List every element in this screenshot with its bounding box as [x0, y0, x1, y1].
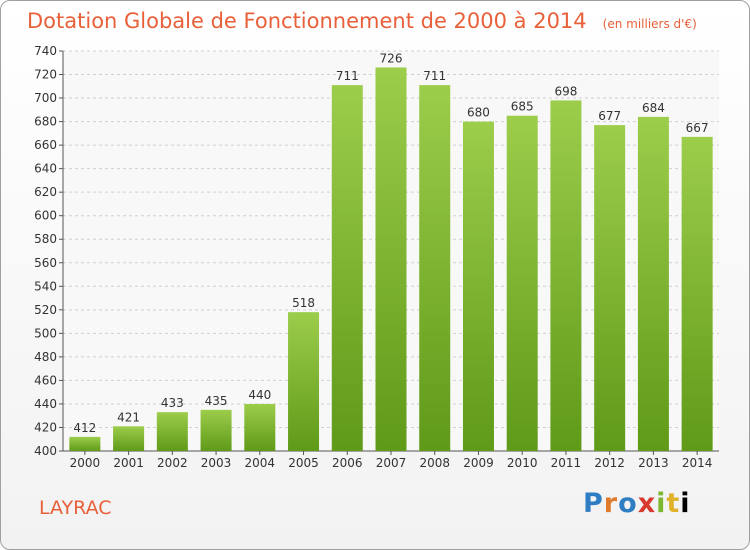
x-tick-label: 2009: [463, 456, 494, 470]
x-tick-label: 2013: [638, 456, 669, 470]
x-tick-label: 2010: [507, 456, 538, 470]
data-label: 518: [292, 296, 315, 310]
x-tick-label: 2014: [682, 456, 713, 470]
x-tick-label: 2006: [332, 456, 363, 470]
data-label: 711: [423, 69, 446, 83]
x-tick-label: 2002: [157, 456, 188, 470]
y-tick-label: 420: [34, 420, 57, 434]
bar: [200, 409, 232, 451]
data-label: 684: [642, 101, 665, 115]
data-label: 433: [161, 396, 184, 410]
x-tick-label: 2008: [419, 456, 450, 470]
data-label: 680: [467, 106, 490, 120]
bar: [156, 412, 188, 451]
x-tick-label: 2011: [551, 456, 582, 470]
proxiti-logo: Proxiti: [583, 488, 691, 519]
chart-title: Dotation Globale de Fonctionnement de 20…: [27, 9, 697, 33]
bar: [637, 116, 669, 451]
y-tick-label: 660: [34, 138, 57, 152]
y-tick-label: 720: [34, 68, 57, 82]
y-tick-label: 700: [34, 91, 57, 105]
bar: [288, 312, 320, 451]
data-label: 440: [248, 388, 271, 402]
bar: [594, 125, 626, 451]
y-tick-label: 740: [34, 44, 57, 58]
x-tick-label: 2004: [245, 456, 276, 470]
bar: [244, 403, 276, 451]
y-tick-label: 640: [34, 162, 57, 176]
x-tick-label: 2007: [376, 456, 407, 470]
y-tick-label: 600: [34, 209, 57, 223]
data-label: 711: [336, 69, 359, 83]
bar: [331, 85, 363, 451]
x-tick-label: 2001: [113, 456, 144, 470]
y-tick-label: 440: [34, 397, 57, 411]
y-tick-label: 560: [34, 256, 57, 270]
bar: [419, 85, 451, 451]
chart-title-text: Dotation Globale de Fonctionnement de 20…: [27, 9, 587, 33]
y-tick-label: 680: [34, 115, 57, 129]
data-label: 685: [511, 100, 534, 114]
x-tick-label: 2000: [70, 456, 101, 470]
y-tick-label: 460: [34, 373, 57, 387]
x-tick-label: 2012: [594, 456, 625, 470]
data-label: 667: [686, 121, 709, 135]
bar: [506, 115, 538, 452]
bar: [681, 136, 713, 451]
y-tick-label: 500: [34, 326, 57, 340]
y-tick-label: 540: [34, 279, 57, 293]
y-tick-label: 400: [34, 444, 57, 458]
bar: [550, 100, 582, 451]
bar: [462, 121, 494, 452]
data-label: 726: [380, 51, 403, 65]
bar: [69, 436, 101, 451]
data-label: 435: [205, 394, 228, 408]
data-label: 677: [598, 109, 621, 123]
x-tick-label: 2003: [201, 456, 232, 470]
bar: [375, 67, 407, 452]
unit-note: (en milliers d'€): [602, 17, 697, 31]
data-label: 421: [117, 410, 140, 424]
y-tick-label: 520: [34, 303, 57, 317]
commune-name: LAYRAC: [39, 497, 112, 519]
data-label: 412: [73, 421, 96, 435]
y-tick-label: 620: [34, 185, 57, 199]
x-tick-label: 2005: [288, 456, 319, 470]
y-tick-label: 580: [34, 232, 57, 246]
y-tick-label: 480: [34, 350, 57, 364]
data-label: 698: [554, 84, 577, 98]
bar: [113, 426, 145, 451]
